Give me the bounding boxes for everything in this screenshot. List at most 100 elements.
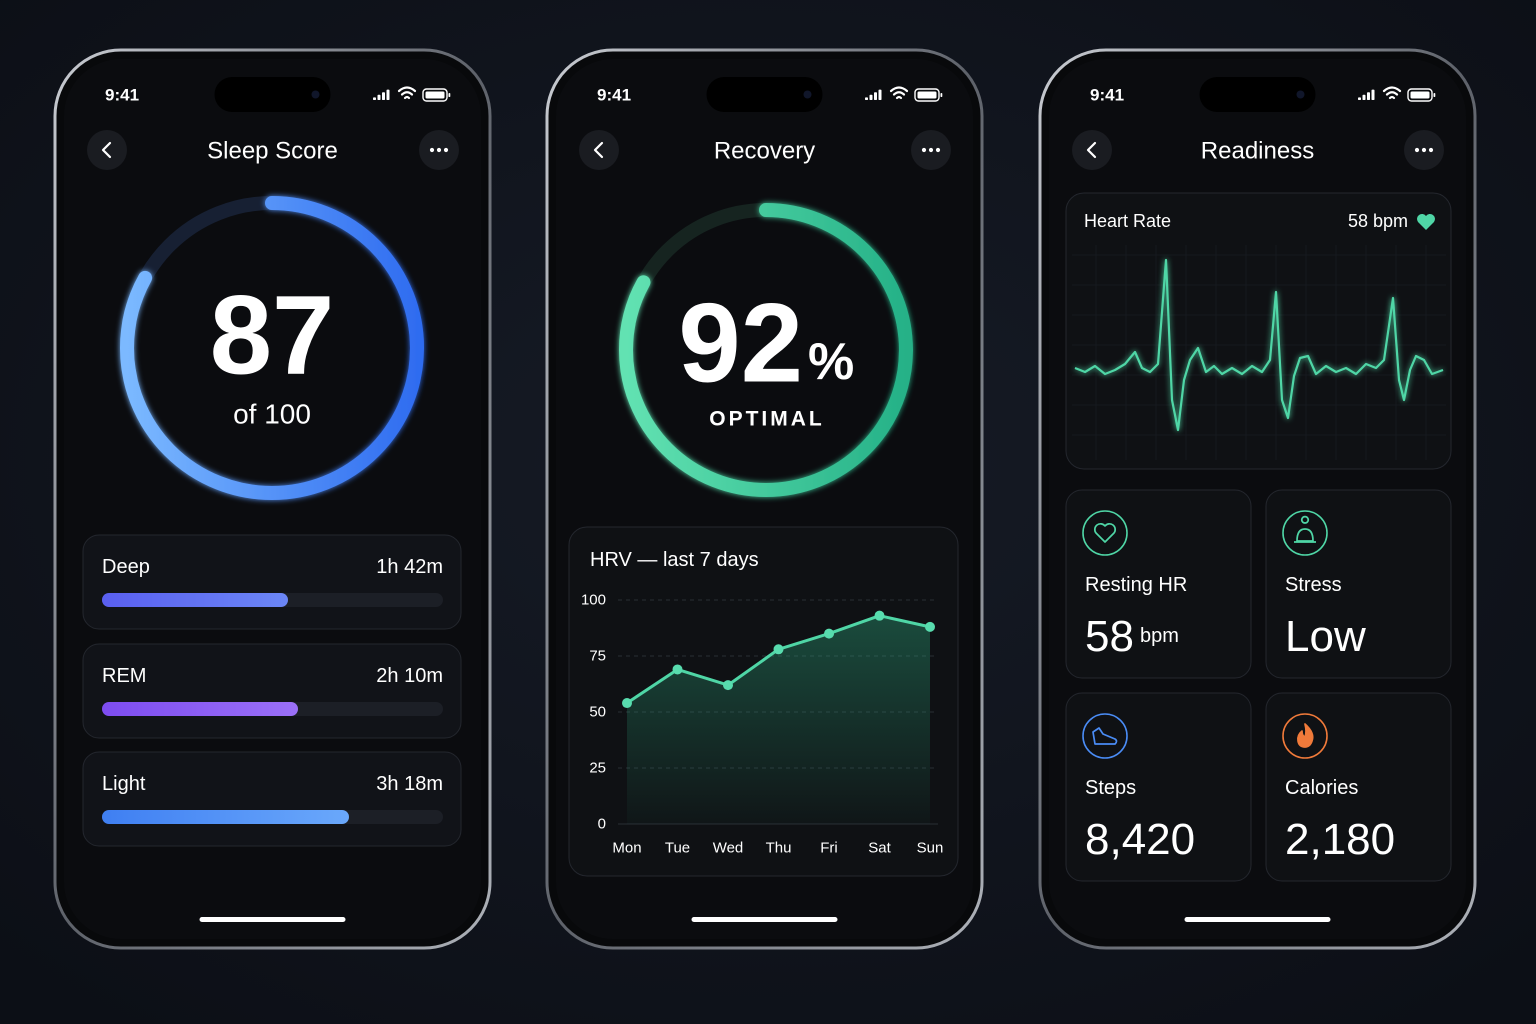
tile-value-number: 8,420 <box>1085 815 1195 864</box>
x-tick-label: Wed <box>713 840 744 857</box>
recovery-unit: % <box>808 333 854 391</box>
hrv-area <box>627 615 930 824</box>
more-dot <box>1414 147 1420 153</box>
stage-card <box>82 751 462 847</box>
back-chevron <box>1086 141 1097 159</box>
more-dot <box>935 147 941 153</box>
y-tick-label: 25 <box>589 760 606 777</box>
back-button[interactable] <box>1072 130 1112 170</box>
battery-cap <box>940 93 943 97</box>
hrv-point <box>622 698 632 709</box>
ring-arc <box>120 196 424 500</box>
signal-bar <box>382 92 385 100</box>
tile-icon-ring <box>1082 713 1128 759</box>
more-dot <box>921 147 927 153</box>
signal-bar <box>377 94 381 100</box>
home-indicator <box>691 917 838 922</box>
screen-title: Recovery <box>714 138 815 165</box>
signal-bar <box>1367 92 1370 100</box>
battery-cap <box>448 93 451 97</box>
hrv-point <box>723 680 733 691</box>
dynamic-island <box>1199 77 1316 112</box>
heart-rate-label: Heart Rate <box>1084 211 1171 231</box>
tile-value-unit: bpm <box>1140 625 1179 647</box>
tile-value: Low <box>1285 612 1366 661</box>
tile-icon-ring <box>1082 510 1128 556</box>
home-indicator <box>199 917 346 922</box>
battery <box>422 88 448 102</box>
signal-bar <box>1371 89 1375 100</box>
hrv-point <box>874 610 885 621</box>
battery <box>1407 88 1433 102</box>
camera <box>803 90 812 99</box>
back-button[interactable] <box>579 130 619 170</box>
hrv-point <box>773 644 784 655</box>
score-caption: of 100 <box>233 399 311 430</box>
camera <box>1296 90 1305 99</box>
battery-level <box>425 91 445 99</box>
signal-bar <box>386 89 390 100</box>
signal-bar <box>878 89 882 100</box>
screen-title: Sleep Score <box>207 138 338 165</box>
hrv-point <box>672 664 683 675</box>
back-chevron <box>101 141 112 159</box>
home-indicator <box>1184 917 1331 922</box>
y-tick-label: 0 <box>598 816 606 833</box>
heart-icon <box>1417 214 1435 230</box>
tile-value-number: 58 <box>1085 612 1134 661</box>
x-tick-label: Thu <box>766 840 792 857</box>
status-time: 9:41 <box>1090 86 1124 105</box>
x-tick-label: Sat <box>868 840 891 857</box>
battery-level <box>917 91 937 99</box>
stage-duration: 2h 10m <box>376 665 443 687</box>
tile-value-number: Low <box>1285 612 1366 661</box>
stage-name: REM <box>102 665 146 687</box>
tile-label: Stress <box>1285 574 1342 596</box>
wifi-icon <box>397 86 417 100</box>
tile-icon <box>1294 515 1316 543</box>
x-tick-label: Sun <box>917 840 944 857</box>
tile-icon <box>1092 727 1118 745</box>
stage-card <box>82 534 462 630</box>
signal-bar <box>865 97 868 100</box>
x-tick-label: Mon <box>612 840 641 857</box>
ring-arc <box>619 203 913 497</box>
signal-bar <box>869 94 873 100</box>
hrv-title: HRV — last 7 days <box>590 549 759 571</box>
hrv-point <box>824 628 834 639</box>
back-button[interactable] <box>87 130 127 170</box>
x-tick-label: Tue <box>665 840 690 857</box>
signal-bar <box>373 97 376 100</box>
tile-icon-ring <box>1282 713 1328 759</box>
heart-rate-value: 58 bpm <box>1348 211 1408 231</box>
battery-level <box>1410 91 1430 99</box>
more-dot <box>1428 147 1434 153</box>
stage-bar <box>102 810 349 824</box>
more-dot <box>1421 147 1427 153</box>
dynamic-island <box>214 77 331 112</box>
status-time: 9:41 <box>105 86 139 105</box>
heart-rate-card <box>1065 192 1452 470</box>
stage-card <box>82 643 462 739</box>
tile-icon <box>1093 522 1117 543</box>
battery-cap <box>1433 93 1436 97</box>
signal-bar <box>1358 97 1361 100</box>
battery <box>914 88 940 102</box>
metric-tile <box>1065 489 1252 679</box>
more-dot <box>436 147 442 153</box>
more-dot <box>443 147 449 153</box>
recovery-score: 92 <box>678 281 803 406</box>
y-tick-label: 75 <box>589 648 606 665</box>
tile-label: Steps <box>1085 777 1136 799</box>
sleep-score: 87 <box>210 273 335 398</box>
tile-value: 58 bpm <box>1085 612 1179 661</box>
stage-bar <box>102 702 298 716</box>
stage-bar <box>102 593 288 607</box>
tile-value: 8,420 <box>1085 815 1195 864</box>
signal-bar <box>874 92 877 100</box>
more-dot <box>928 147 934 153</box>
wifi-icon <box>1382 86 1402 100</box>
stage-name: Deep <box>102 556 150 578</box>
